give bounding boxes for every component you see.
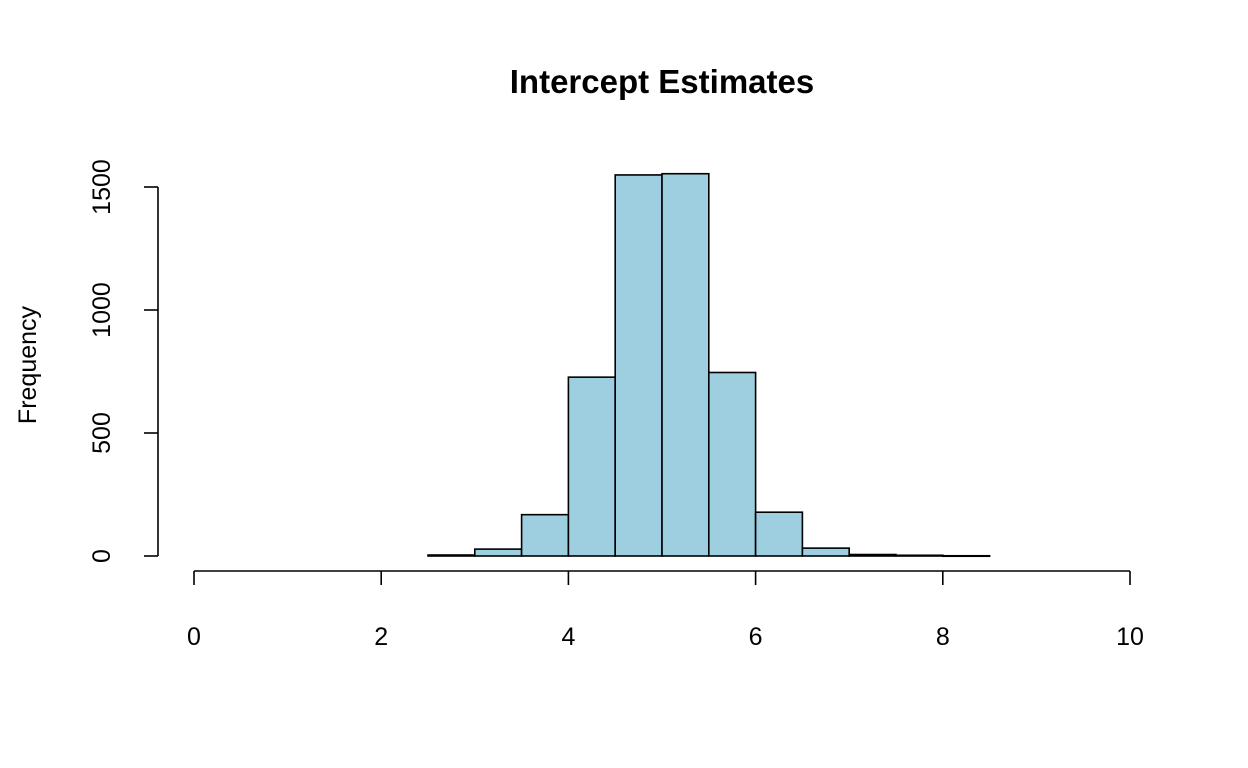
x-tick-label: 8 (936, 623, 950, 651)
y-axis: 0 500 1000 1500 (88, 159, 159, 563)
y-axis-label: Frequency (14, 305, 42, 424)
x-axis: 0 2 4 6 8 10 (187, 570, 1144, 651)
x-tick-label: 0 (187, 623, 201, 651)
histogram-bar (427, 554, 476, 557)
histogram-bar (707, 371, 757, 557)
y-tick-label: 1500 (88, 159, 116, 215)
x-tick-label: 10 (1116, 623, 1144, 651)
histogram-bar (614, 174, 663, 557)
histogram-bar (801, 547, 851, 557)
histogram-bar (754, 511, 804, 557)
bars-group (427, 172, 991, 558)
x-tick-label: 6 (749, 623, 763, 651)
histogram-bar (941, 554, 991, 558)
histogram-bar (848, 553, 897, 557)
histogram-bar (661, 172, 710, 557)
y-tick-label: 1000 (88, 282, 116, 338)
histogram-bar (473, 548, 523, 557)
histogram-bar (567, 376, 617, 557)
y-tick-label: 0 (88, 549, 116, 563)
y-tick-label: 500 (88, 412, 116, 454)
x-tick-label: 2 (374, 623, 388, 651)
histogram-bar (520, 513, 570, 557)
chart-title: Intercept Estimates (510, 63, 814, 100)
histogram-bar (895, 554, 944, 557)
x-tick-label: 4 (561, 623, 575, 651)
